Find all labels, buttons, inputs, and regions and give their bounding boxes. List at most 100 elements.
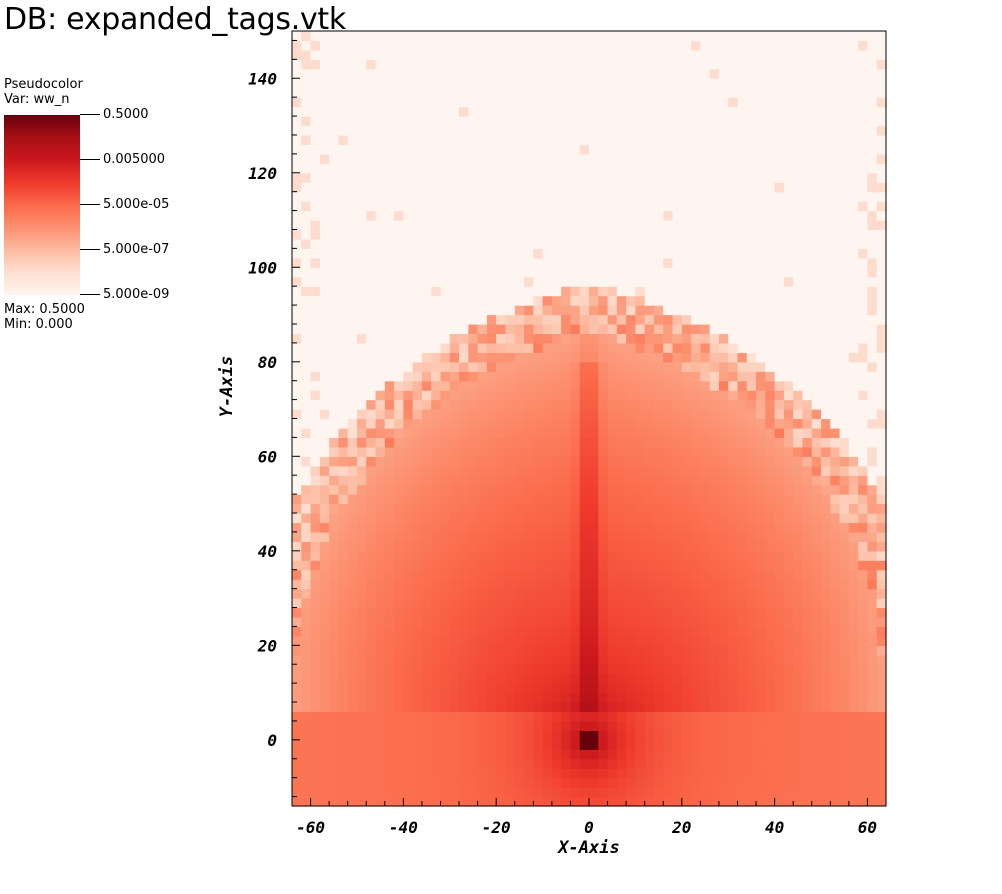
heatmap-cell (858, 513, 869, 524)
heatmap-cell (579, 257, 590, 268)
heatmap-cell (496, 409, 507, 420)
heatmap-cell (858, 616, 869, 628)
heatmap-cell (858, 796, 869, 807)
heatmap-cell (635, 97, 646, 108)
heatmap-cell (366, 550, 377, 561)
heatmap-cell (524, 513, 534, 524)
heatmap-cell (570, 371, 581, 382)
heatmap-cell (839, 333, 850, 344)
heatmap-cell (626, 550, 637, 561)
heatmap-cell (440, 380, 451, 391)
heatmap-cell (830, 427, 841, 438)
heatmap-cell (793, 720, 804, 731)
heatmap-cell (403, 437, 414, 448)
heatmap-cell (589, 333, 599, 344)
heatmap-cell (821, 456, 831, 467)
heatmap-cell (793, 267, 804, 278)
heatmap-cell (292, 257, 302, 268)
heatmap-cell (811, 711, 822, 722)
heatmap-cell (375, 390, 386, 401)
heatmap-cell (310, 758, 321, 769)
heatmap-cell (746, 333, 757, 344)
heatmap-cell (310, 97, 321, 108)
heatmap-cell (663, 475, 674, 486)
heatmap-cell (412, 390, 423, 401)
heatmap-cell (533, 191, 544, 202)
heatmap-cell (561, 796, 572, 807)
heatmap-cell (570, 768, 581, 779)
heatmap-cell (839, 78, 850, 89)
heatmap-cell (310, 116, 321, 127)
heatmap-cell (626, 616, 637, 628)
heatmap-cell (867, 569, 878, 580)
heatmap-cell (765, 352, 776, 363)
heatmap-cell (579, 484, 590, 495)
heatmap-cell (403, 711, 414, 722)
heatmap-cell (774, 106, 785, 117)
heatmap-cell (356, 333, 367, 344)
heatmap-cell (728, 588, 739, 599)
heatmap-cell (830, 191, 841, 202)
heatmap-cell (635, 144, 646, 155)
heatmap-cell (691, 626, 701, 637)
heatmap-cell (783, 475, 794, 486)
heatmap-cell (598, 286, 609, 297)
heatmap-cell (421, 153, 432, 164)
heatmap-cell (811, 569, 822, 580)
heatmap-cell (635, 739, 646, 750)
heatmap-cell (477, 711, 488, 722)
heatmap-cell (672, 276, 683, 287)
heatmap-cell (839, 579, 850, 590)
heatmap-cell (718, 664, 729, 675)
heatmap-cell (366, 248, 377, 259)
heatmap-cell (644, 153, 655, 164)
heatmap-cell (505, 777, 516, 788)
heatmap-cell (570, 342, 581, 353)
heatmap-cell (449, 739, 460, 750)
heatmap-cell (802, 333, 813, 344)
heatmap-cell (718, 654, 729, 665)
heatmap-cell (533, 702, 544, 713)
heatmap-cell (793, 437, 804, 448)
heatmap-cell (848, 399, 859, 410)
heatmap-cell (839, 390, 850, 401)
heatmap-cell (783, 588, 794, 599)
heatmap-cell (672, 390, 683, 401)
heatmap-cell (505, 314, 516, 325)
heatmap-cell (459, 456, 469, 467)
heatmap-cell (793, 513, 804, 524)
heatmap-cell (765, 163, 776, 174)
heatmap-cell (737, 749, 748, 760)
heatmap-cell (421, 371, 432, 382)
heatmap-cell (700, 683, 711, 694)
heatmap-cell (524, 116, 534, 127)
heatmap-cell (802, 531, 813, 542)
heatmap-cell (292, 68, 302, 79)
heatmap-cell (310, 475, 321, 486)
heatmap-cell (329, 305, 340, 316)
heatmap-cell (848, 579, 859, 590)
heatmap-cell (765, 229, 776, 240)
heatmap-cell (765, 494, 776, 505)
heatmap-cell (607, 144, 618, 155)
heatmap-cell (366, 522, 377, 533)
heatmap-cell (329, 371, 340, 382)
heatmap-cell (737, 598, 748, 609)
heatmap-cell (561, 134, 572, 146)
heatmap-cell (589, 475, 599, 486)
heatmap-cell (468, 664, 479, 675)
heatmap-cell (542, 673, 553, 684)
heatmap-cell (477, 494, 488, 505)
heatmap-cell (876, 531, 887, 542)
heatmap-cell (663, 654, 674, 665)
heatmap-cell (746, 437, 757, 448)
heatmap-cell (774, 588, 785, 599)
heatmap-cell (301, 654, 312, 665)
heatmap-cell (533, 78, 544, 89)
heatmap-cell (774, 276, 785, 287)
heatmap-cell (347, 560, 358, 571)
heatmap-cell (802, 153, 813, 164)
heatmap-cell (412, 588, 423, 599)
heatmap-cell (700, 569, 711, 580)
heatmap-cell (746, 163, 757, 174)
